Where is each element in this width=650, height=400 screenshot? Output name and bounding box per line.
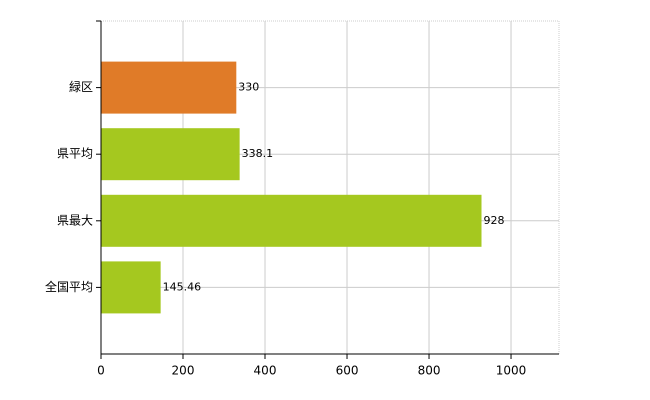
x-tick-label: 0	[97, 364, 105, 378]
value-label: 928	[484, 214, 505, 227]
value-label: 330	[238, 81, 259, 94]
bar	[101, 128, 240, 181]
y-tick-label: 県最大	[57, 213, 93, 227]
x-tick-label: 800	[418, 364, 441, 378]
x-tick-label: 600	[336, 364, 359, 378]
bar	[101, 261, 161, 314]
y-tick-label: 全国平均	[45, 279, 93, 294]
x-tick-label: 1000	[496, 364, 527, 378]
bar	[101, 194, 482, 247]
value-label: 338.1	[242, 147, 273, 160]
bar	[101, 61, 237, 114]
x-tick-label: 200	[172, 364, 195, 378]
y-tick-label: 緑区	[69, 79, 93, 94]
value-label: 145.46	[163, 280, 202, 293]
x-tick-label: 400	[254, 364, 277, 378]
y-tick-label: 県平均	[57, 147, 93, 161]
